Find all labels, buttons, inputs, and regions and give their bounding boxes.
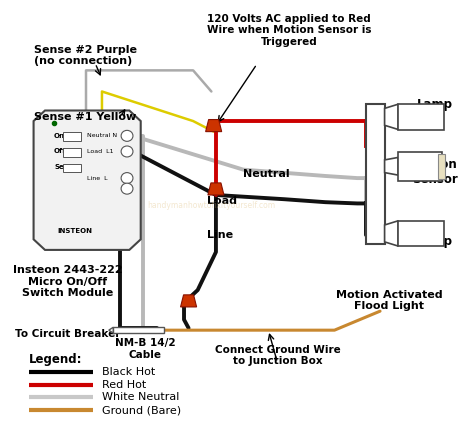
Text: Sense #1 Yellow: Sense #1 Yellow: [34, 112, 136, 122]
Polygon shape: [206, 119, 222, 132]
Text: ⊗: ⊗: [124, 133, 130, 139]
Text: Insteon 2443-222
Micro On/Off
Switch Module: Insteon 2443-222 Micro On/Off Switch Mod…: [13, 265, 123, 298]
Polygon shape: [384, 221, 398, 246]
Text: Load: Load: [207, 196, 237, 206]
Text: Neutral N: Neutral N: [87, 134, 118, 138]
Circle shape: [121, 131, 133, 141]
Polygon shape: [384, 158, 398, 175]
Text: Line  L: Line L: [87, 175, 108, 181]
Text: ⊗: ⊗: [124, 175, 130, 181]
Text: Lamp: Lamp: [417, 98, 453, 111]
Text: Black Hot: Black Hot: [102, 367, 155, 377]
Bar: [398, 104, 444, 130]
Bar: [366, 104, 384, 244]
Text: Line: Line: [207, 230, 233, 240]
Polygon shape: [109, 327, 113, 333]
Text: White Neutral: White Neutral: [102, 392, 179, 402]
Bar: [398, 152, 442, 181]
Text: Ground (Bare): Ground (Bare): [102, 405, 181, 415]
Bar: [63, 133, 81, 141]
Text: Neutral: Neutral: [243, 169, 290, 179]
Circle shape: [121, 172, 133, 184]
Text: Lamp: Lamp: [417, 235, 453, 248]
Bar: [63, 148, 81, 157]
Bar: [398, 221, 444, 246]
Text: Motion
Sensor: Motion Sensor: [412, 158, 457, 186]
Bar: [63, 164, 81, 172]
Polygon shape: [34, 110, 141, 250]
Polygon shape: [384, 104, 398, 130]
Polygon shape: [181, 295, 197, 307]
Polygon shape: [208, 183, 224, 195]
Circle shape: [121, 146, 133, 157]
Text: To Circuit Breaker: To Circuit Breaker: [15, 330, 121, 339]
Text: ⊗: ⊗: [124, 186, 130, 192]
Text: Red Hot: Red Hot: [102, 380, 146, 389]
Text: Connect Ground Wire
to Junction Box: Connect Ground Wire to Junction Box: [215, 345, 340, 366]
Text: On: On: [54, 133, 65, 139]
Text: Off: Off: [54, 149, 66, 155]
Text: Motion Activated
Flood Light: Motion Activated Flood Light: [336, 290, 442, 312]
Text: 120 Volts AC applied to Red
Wire when Motion Sensor is
Triggered: 120 Volts AC applied to Red Wire when Mo…: [207, 14, 371, 47]
Text: Legend:: Legend:: [29, 353, 82, 366]
Text: handymanhowtofixityourself.com: handymanhowtofixityourself.com: [147, 201, 275, 210]
Text: Load  L1: Load L1: [87, 149, 114, 154]
Bar: [438, 154, 445, 179]
Text: ⊗: ⊗: [124, 149, 130, 155]
Bar: [113, 327, 164, 333]
Text: Set: Set: [54, 164, 67, 170]
Circle shape: [121, 183, 133, 194]
Text: Sense #2 Purple
(no connection): Sense #2 Purple (no connection): [34, 45, 137, 66]
Text: NM-B 14/2
Cable: NM-B 14/2 Cable: [115, 339, 175, 360]
Text: INSTEON: INSTEON: [57, 228, 92, 234]
